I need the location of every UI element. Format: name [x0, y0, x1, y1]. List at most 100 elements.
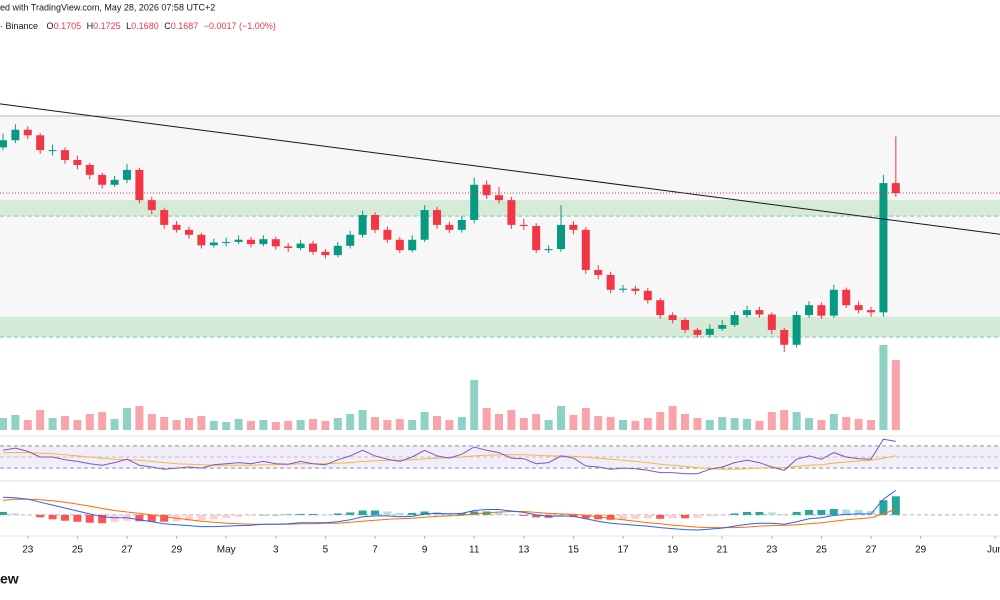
macd-histogram-bar: [0, 511, 7, 515]
macd-histogram-bar: [184, 514, 193, 521]
macd-histogram-bar: [36, 514, 45, 518]
x-tick-label: 7: [372, 545, 378, 556]
candle-body: [358, 215, 367, 235]
x-tick-label: 3: [273, 545, 279, 556]
macd-histogram-bar: [234, 514, 243, 517]
candle-body: [11, 129, 20, 141]
macd-histogram-bar: [656, 514, 665, 519]
candle-body: [817, 305, 826, 316]
candle-body: [60, 150, 69, 161]
volume-bar: [867, 420, 876, 430]
macd-histogram-bar: [867, 510, 876, 515]
macd-histogram-bar: [705, 514, 714, 517]
candle-body: [222, 241, 231, 243]
candle-body: [296, 243, 305, 248]
macd-histogram-bar: [532, 514, 541, 518]
volume-bar: [284, 421, 293, 430]
candle-body: [581, 229, 590, 270]
volume-bar: [668, 406, 677, 430]
x-tick-label: 25: [816, 545, 828, 556]
candle-body: [507, 200, 516, 225]
macd-histogram-bar: [160, 514, 169, 522]
volume-bar: [457, 417, 466, 430]
candle-body: [867, 310, 876, 313]
candle-body: [705, 328, 714, 335]
ohlc-value: 0.1680: [131, 21, 159, 31]
volume-bar: [122, 408, 131, 430]
volume-bar: [519, 418, 528, 430]
macd-histogram-bar: [606, 514, 615, 520]
candle-body: [383, 229, 392, 240]
candle-body: [110, 179, 119, 185]
volume-bar: [631, 421, 640, 430]
volume-bar: [581, 408, 590, 430]
candle-body: [681, 320, 690, 330]
macd-histogram-bar: [98, 514, 107, 524]
macd-histogram-bar: [197, 514, 206, 521]
rsi-band: [0, 445, 1000, 469]
candle-body: [48, 150, 57, 152]
volume-bar: [0, 418, 7, 430]
volume-bar: [135, 406, 144, 430]
x-tick-label: 21: [717, 545, 729, 556]
rsi-line: [2, 438, 896, 475]
macd-histogram-bar: [631, 514, 640, 519]
candle-body: [544, 249, 553, 251]
candle-body: [85, 164, 94, 175]
macd-histogram-bar: [891, 496, 900, 515]
x-tick-label: 5: [323, 545, 329, 556]
volume-bar: [259, 420, 268, 430]
macd-histogram-bar: [780, 513, 789, 515]
x-tick-label: 23: [22, 545, 34, 556]
macd-histogram-bar: [879, 500, 888, 515]
volume-bar: [879, 345, 888, 430]
volume-bar: [172, 420, 181, 430]
volume-bar: [507, 410, 516, 430]
x-tick-label: 13: [518, 545, 530, 556]
volume-bar: [470, 380, 479, 430]
candle-body: [23, 129, 32, 136]
macd-histogram-bar: [767, 512, 776, 515]
volume-bar: [780, 410, 789, 430]
volume-bar: [222, 422, 231, 430]
candle-body: [668, 315, 677, 321]
volume-bar: [110, 419, 119, 430]
macd-histogram-bar: [333, 513, 342, 515]
volume-bar: [643, 418, 652, 430]
volume-bar: [36, 410, 45, 430]
volume-bar: [346, 414, 355, 430]
volume-bar: [246, 421, 255, 430]
macd-histogram-bar: [346, 512, 355, 515]
candle-body: [209, 242, 218, 246]
volume-bar: [495, 414, 504, 430]
macd-histogram-bar: [110, 514, 119, 523]
candle-body: [184, 229, 193, 235]
logo-text: ew: [0, 571, 19, 587]
candle-body: [395, 239, 404, 251]
x-tick-label: 17: [617, 545, 629, 556]
candle-body: [829, 289, 838, 316]
macd-histogram-bar: [829, 509, 838, 515]
macd-histogram-bar: [11, 513, 20, 515]
candle-body: [643, 290, 652, 301]
candle-body: [246, 239, 255, 245]
candle-body: [730, 315, 739, 325]
ohlc-label: O: [47, 21, 54, 31]
macd-histogram-bar: [48, 514, 57, 520]
candle-body: [519, 224, 528, 226]
trendline: [0, 103, 1000, 235]
macd-histogram-bar: [470, 511, 479, 515]
macd-histogram-bar: [668, 514, 677, 519]
candle-body: [259, 239, 268, 245]
volume-bar: [656, 412, 665, 430]
x-tick-label: 23: [766, 545, 778, 556]
candle-body: [36, 135, 45, 151]
candle-body: [234, 239, 243, 242]
candle-body: [606, 274, 615, 290]
volume-bar: [482, 408, 491, 430]
macd-histogram-bar: [321, 514, 330, 515]
volume-bar: [197, 416, 206, 430]
support-zone: [0, 200, 1000, 217]
volume-bar: [569, 415, 578, 430]
